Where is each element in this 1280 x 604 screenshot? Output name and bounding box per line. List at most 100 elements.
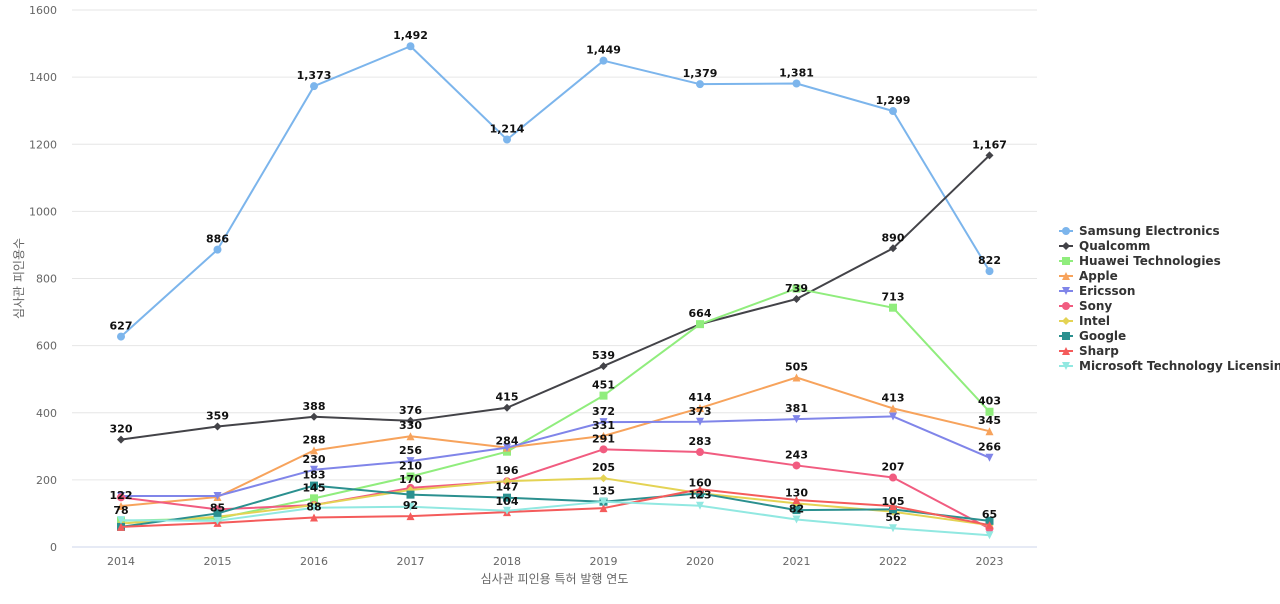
series-microsoft-technology-licensing xyxy=(117,497,994,540)
legend-marker xyxy=(1062,347,1070,355)
x-tick-label: 2019 xyxy=(590,555,618,568)
data-label: 85 xyxy=(210,501,225,514)
data-point xyxy=(792,496,801,505)
series-line xyxy=(120,488,990,528)
y-tick-label: 800 xyxy=(36,273,57,286)
legend-marker xyxy=(1062,317,1070,325)
series-line xyxy=(120,448,990,530)
data-label: 713 xyxy=(882,291,905,304)
x-tick-label: 2015 xyxy=(204,555,232,568)
data-point xyxy=(503,477,511,486)
data-label: 56 xyxy=(885,511,901,524)
data-point xyxy=(792,79,801,88)
legend-item[interactable]: Samsung Electronics xyxy=(1059,224,1220,238)
data-label: 1,214 xyxy=(490,123,525,136)
data-point xyxy=(696,80,704,89)
series-line xyxy=(120,45,991,338)
legend-item[interactable]: Microsoft Technology Licensing xyxy=(1059,359,1280,373)
y-tick-label: 200 xyxy=(36,474,57,487)
data-point xyxy=(889,473,897,482)
legend-item[interactable]: Sony xyxy=(1059,299,1112,313)
data-point xyxy=(406,502,415,511)
data-label: 1,449 xyxy=(586,44,621,57)
data-label: 1,379 xyxy=(683,67,718,80)
series-line xyxy=(120,287,991,522)
legend-label: Huawei Technologies xyxy=(1079,254,1221,268)
data-label: 88 xyxy=(306,500,321,513)
data-point xyxy=(310,465,318,474)
y-tick-label: 0 xyxy=(50,541,57,554)
legend-label: Samsung Electronics xyxy=(1079,224,1220,238)
x-axis-title: 심사관 피인용 특허 발행 연도 xyxy=(481,571,629,586)
legend-label: Apple xyxy=(1079,269,1118,283)
data-point xyxy=(503,506,511,515)
y-tick-label: 1400 xyxy=(29,71,57,84)
legend-label: Intel xyxy=(1079,314,1110,328)
data-point xyxy=(792,373,801,382)
data-point xyxy=(117,522,125,531)
data-point xyxy=(599,418,608,427)
legend-marker xyxy=(1062,242,1070,250)
x-tick-label: 2016 xyxy=(300,555,328,568)
data-point xyxy=(889,412,897,421)
data-point xyxy=(599,391,608,400)
y-tick-label: 1600 xyxy=(29,4,57,17)
data-point xyxy=(406,416,415,425)
data-point xyxy=(406,42,415,51)
legend-item[interactable]: Apple xyxy=(1059,269,1118,283)
data-point xyxy=(213,516,222,525)
data-label: 243 xyxy=(785,448,808,461)
data-label: 123 xyxy=(689,489,712,502)
data-label: 451 xyxy=(592,379,615,392)
data-point xyxy=(310,494,318,503)
data-point xyxy=(696,320,704,329)
data-label: 82 xyxy=(789,502,804,515)
data-point xyxy=(599,504,608,513)
legend-marker xyxy=(1062,362,1070,370)
y-tick-label: 1200 xyxy=(29,138,57,151)
data-point xyxy=(599,56,608,65)
data-point xyxy=(985,516,994,525)
data-label: 135 xyxy=(592,485,615,498)
data-point xyxy=(985,427,994,436)
data-label: 890 xyxy=(882,231,905,244)
data-point xyxy=(406,512,415,521)
data-label: 331 xyxy=(592,419,615,432)
legend-label: Sony xyxy=(1079,299,1112,313)
data-label: 359 xyxy=(206,410,229,423)
data-label: 207 xyxy=(882,461,905,474)
data-point xyxy=(889,524,897,533)
series-lines xyxy=(117,42,994,540)
data-point xyxy=(889,244,897,253)
legend-item[interactable]: Qualcomm xyxy=(1059,239,1150,253)
legend-label: Sharp xyxy=(1079,344,1119,358)
legend-marker xyxy=(1062,272,1070,280)
data-label: 345 xyxy=(978,414,1001,427)
series-line xyxy=(120,477,990,527)
data-point xyxy=(792,415,801,424)
legend-item[interactable]: Intel xyxy=(1059,314,1110,328)
data-label: 284 xyxy=(496,435,519,448)
data-point xyxy=(599,431,608,440)
data-label: 288 xyxy=(303,433,326,446)
series-qualcomm xyxy=(117,151,994,444)
data-label: 1,381 xyxy=(779,67,814,80)
data-point xyxy=(985,267,994,276)
legend-item[interactable]: Huawei Technologies xyxy=(1059,254,1221,268)
legend-marker xyxy=(1062,302,1070,310)
data-label: 291 xyxy=(592,432,615,445)
data-label: 65 xyxy=(982,508,997,521)
data-point xyxy=(406,490,415,499)
data-label: 1,167 xyxy=(972,138,1007,151)
data-point xyxy=(310,513,318,522)
data-label: 381 xyxy=(785,402,808,415)
legend-item[interactable]: Sharp xyxy=(1059,344,1119,358)
data-point xyxy=(310,446,318,455)
legend-item[interactable]: Google xyxy=(1059,329,1126,343)
data-point xyxy=(117,516,125,525)
data-label: 1,373 xyxy=(297,69,332,82)
data-label: 372 xyxy=(592,405,615,418)
series-line xyxy=(121,415,990,497)
legend-item[interactable]: Ericsson xyxy=(1059,284,1135,298)
